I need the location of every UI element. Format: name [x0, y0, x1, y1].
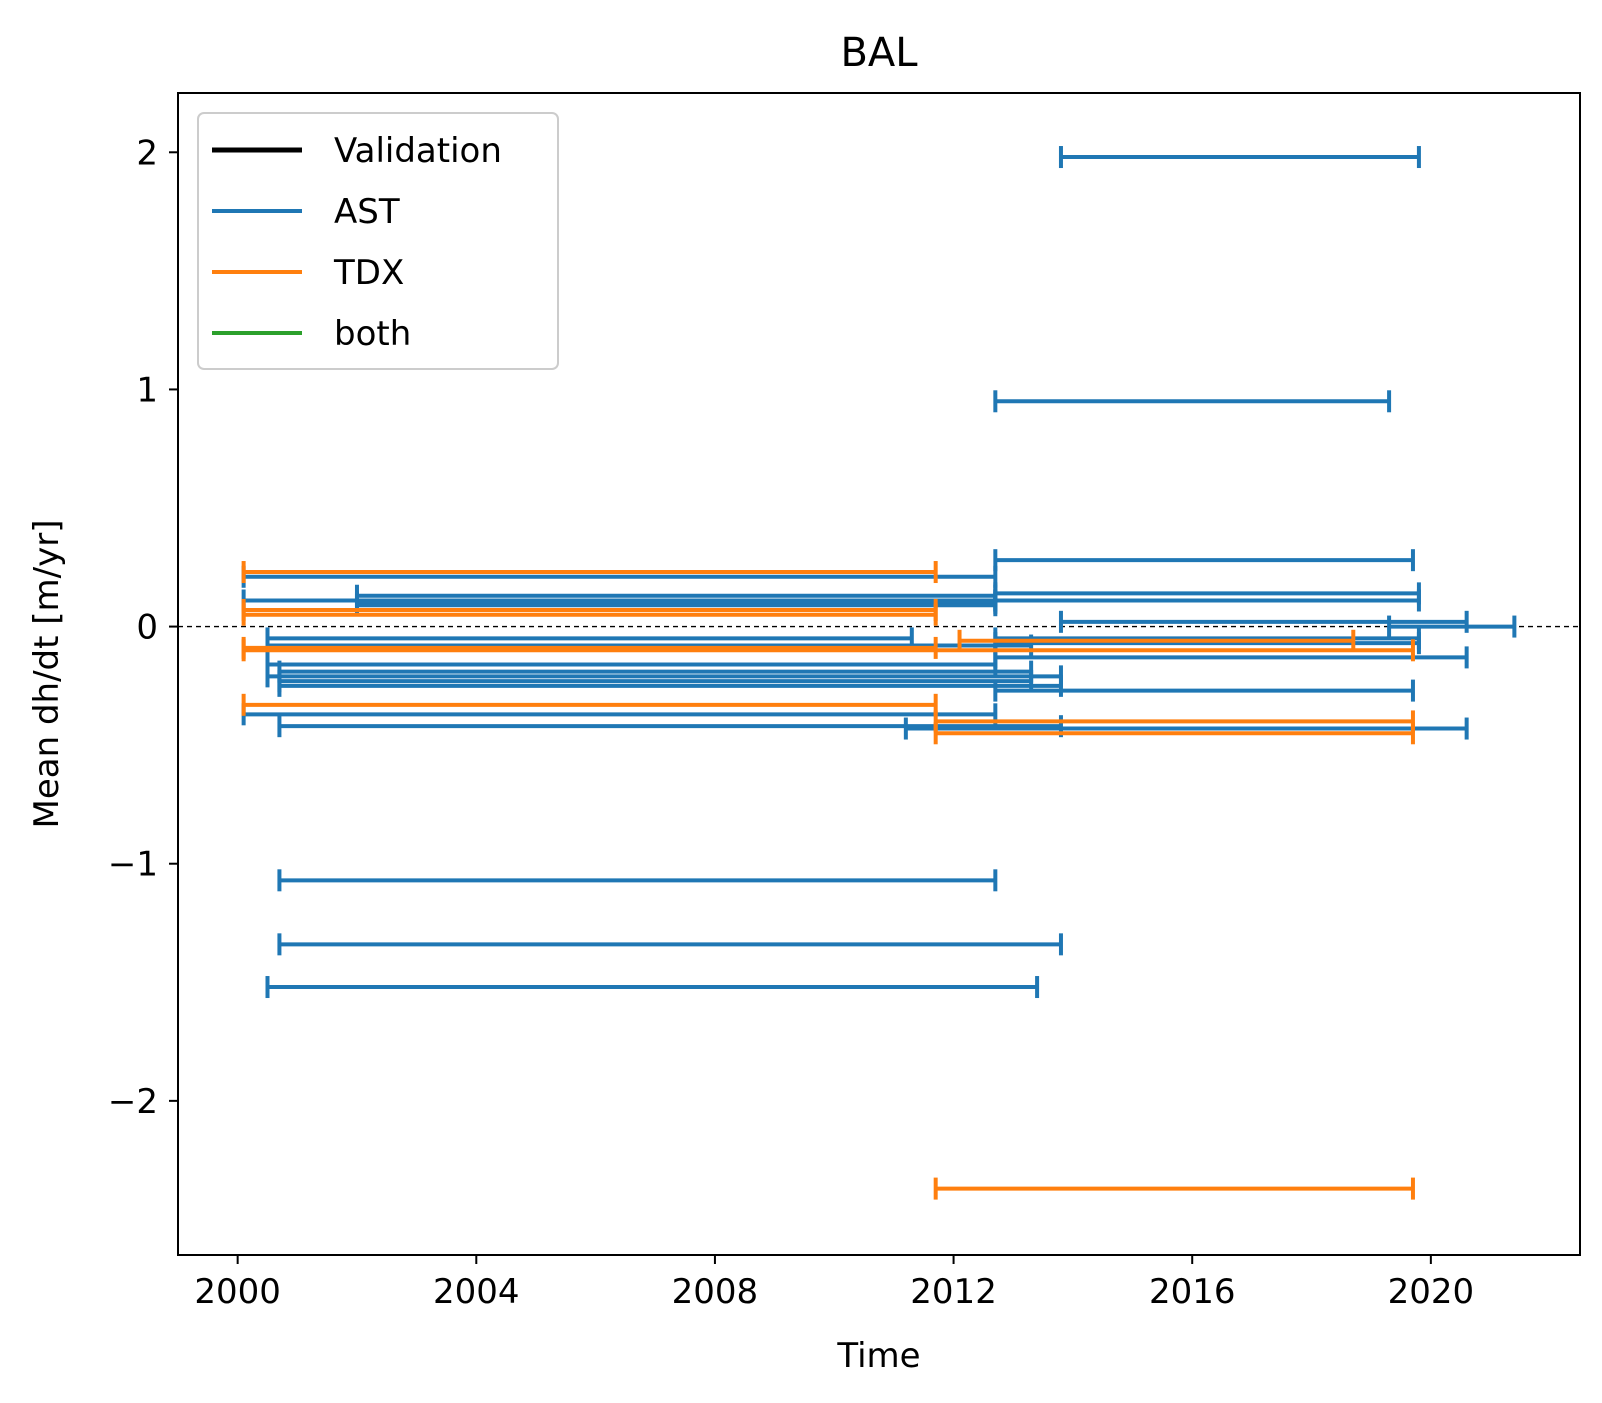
- tdx-interval: [241, 561, 938, 584]
- ast-interval: [903, 717, 1469, 740]
- x-axis-label: Time: [836, 1336, 920, 1376]
- legend-frame: [197, 112, 559, 370]
- ast-interval: [993, 679, 1415, 702]
- legend: Validation AST TDX both: [197, 112, 559, 370]
- tdx-interval: [933, 722, 1415, 745]
- tdx-interval: [957, 629, 1356, 652]
- x-tick-label: 2000: [194, 1272, 281, 1312]
- legend-entry-ast: AST: [212, 192, 400, 232]
- ast-interval: [993, 589, 1421, 612]
- ast-interval: [277, 933, 1063, 956]
- y-tick-label: 2: [136, 133, 158, 173]
- x-tick-label: 2020: [1388, 1272, 1475, 1312]
- x-tick-label: 2016: [1149, 1272, 1236, 1312]
- ast-interval: [1387, 615, 1517, 638]
- tdx-interval: [241, 603, 938, 626]
- ast-interval: [277, 674, 1063, 697]
- y-tick-label: −1: [108, 845, 158, 885]
- y-axis: 2 1 0 −1 −2: [108, 133, 178, 1122]
- x-tick-label: 2004: [433, 1272, 520, 1312]
- ast-interval: [265, 976, 1040, 999]
- chart-title: BAL: [840, 30, 918, 76]
- y-tick-label: −2: [108, 1082, 158, 1122]
- y-axis-label: Mean dh/dt [m/yr]: [27, 520, 67, 829]
- legend-entries: Validation AST TDX both: [212, 131, 502, 354]
- x-axis: 2000 2004 2008 2012 2016 2020: [194, 1255, 1474, 1312]
- ast-interval: [277, 869, 998, 892]
- legend-label: Validation: [334, 131, 502, 171]
- tdx-interval: [241, 639, 1415, 662]
- legend-entry-validation: Validation: [212, 131, 502, 171]
- legend-entry-tdx: TDX: [212, 253, 404, 293]
- legend-label: both: [334, 314, 411, 354]
- ast-interval: [993, 390, 1392, 413]
- y-tick-label: 1: [136, 370, 158, 410]
- plot-frame: [177, 92, 1581, 1256]
- interval-layer: [241, 146, 1517, 1200]
- ast-interval: [1058, 146, 1421, 169]
- y-tick-label: 0: [136, 608, 158, 648]
- ast-interval: [1058, 610, 1469, 633]
- legend-entry-both: both: [212, 314, 411, 354]
- tdx-interval: [933, 1177, 1415, 1200]
- legend-label: AST: [334, 192, 400, 232]
- legend-label: TDX: [333, 253, 404, 293]
- x-tick-label: 2012: [910, 1272, 997, 1312]
- x-tick-label: 2008: [672, 1272, 759, 1312]
